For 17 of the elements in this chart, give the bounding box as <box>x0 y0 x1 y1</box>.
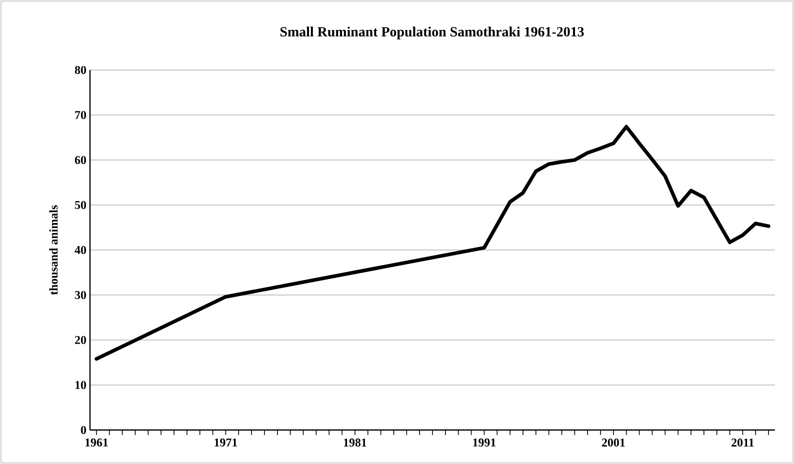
x-tick-label: 1991 <box>473 438 496 447</box>
y-tick-label: 50 <box>75 200 86 210</box>
y-tick-label: 70 <box>75 110 86 120</box>
y-axis-title: thousand animals <box>49 205 58 295</box>
y-tick-label: 40 <box>74 246 86 254</box>
chart-title: Small Ruminant Population Samothraki 1961-2013 <box>280 26 584 40</box>
x-tick-label: 1981 <box>344 438 366 447</box>
x-tick-label: 1961 <box>85 438 108 447</box>
x-tick-label: 2011 <box>732 438 754 447</box>
y-tick-label: 10 <box>75 380 86 390</box>
y-tick-label: 0 <box>80 426 86 434</box>
y-tick-label: 20 <box>75 336 86 344</box>
y-tick-label: 80 <box>74 66 86 74</box>
x-tick-label: 2001 <box>602 438 625 447</box>
x-tick-label: 1971 <box>214 438 238 447</box>
y-tick-label: 60 <box>74 156 86 164</box>
y-tick-label: 30 <box>74 290 86 300</box>
